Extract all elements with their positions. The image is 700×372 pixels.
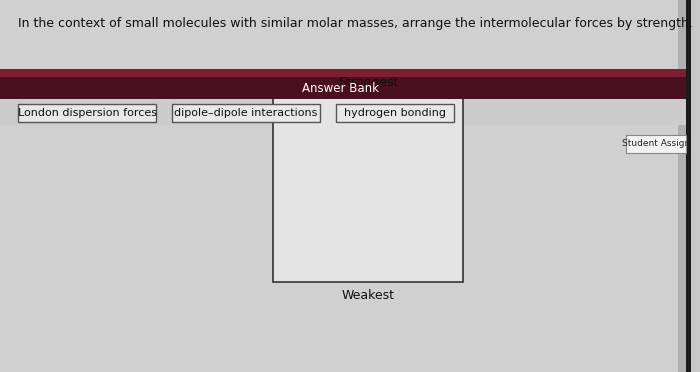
FancyBboxPatch shape — [626, 135, 686, 153]
Bar — [0, 77, 686, 99]
Bar — [0, 69, 686, 77]
Text: Student Assign: Student Assign — [622, 140, 690, 148]
Text: hydrogen bonding: hydrogen bonding — [344, 108, 446, 118]
Bar — [172, 104, 320, 122]
Text: In the context of small molecules with similar molar masses, arrange the intermo: In the context of small molecules with s… — [18, 17, 693, 30]
Bar — [0, 99, 686, 125]
Bar — [678, 0, 686, 372]
Bar — [336, 104, 454, 122]
Bar — [18, 104, 156, 122]
Text: Answer Bank: Answer Bank — [302, 81, 379, 94]
Bar — [686, 0, 691, 372]
Bar — [273, 97, 463, 282]
Text: Strongest: Strongest — [338, 76, 398, 89]
Text: dipole–dipole interactions: dipole–dipole interactions — [174, 108, 318, 118]
Text: London dispersion forces: London dispersion forces — [18, 108, 157, 118]
Text: Weakest: Weakest — [342, 289, 395, 302]
